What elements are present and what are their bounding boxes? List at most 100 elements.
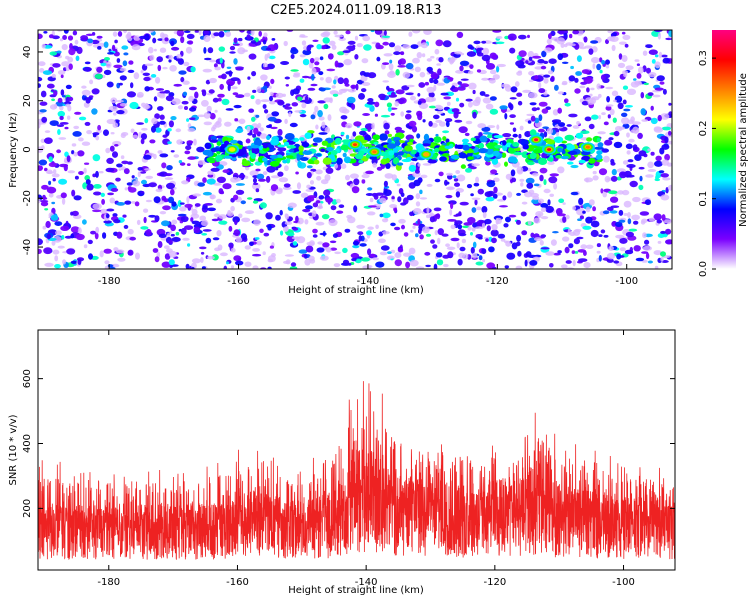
heatmap-cell — [337, 51, 345, 56]
heatmap-cell — [533, 183, 540, 187]
heatmap-cell — [271, 111, 280, 117]
heatmap-cell — [233, 194, 239, 201]
heatmap-cell — [197, 182, 205, 187]
heatmap-cell — [518, 34, 527, 40]
heatmap-cell — [604, 175, 611, 183]
heatmap-y-tick-label: -40 — [22, 239, 33, 255]
heatmap-cell — [165, 95, 174, 102]
heatmap-cell — [534, 117, 540, 124]
heatmap-signal-cell — [277, 144, 286, 148]
heatmap-cell — [212, 97, 219, 103]
heatmap-cell — [452, 88, 459, 93]
heatmap-signal-cell — [326, 147, 334, 152]
heatmap-cell — [314, 61, 320, 66]
heatmap-cell — [144, 63, 154, 67]
heatmap-cell — [310, 114, 316, 120]
heatmap-cell — [365, 170, 374, 175]
heatmap-y-tick-label: 40 — [22, 46, 33, 59]
heatmap-cell — [607, 114, 611, 119]
heatmap-cell — [516, 92, 523, 97]
heatmap-cell — [606, 96, 610, 103]
heatmap-cell — [437, 237, 441, 245]
heatmap-cell — [139, 171, 147, 174]
heatmap-cell — [454, 51, 463, 55]
heatmap-cell — [44, 262, 54, 267]
heatmap-cell — [662, 57, 670, 64]
heatmap-cell — [334, 60, 339, 68]
heatmap-cell — [564, 98, 569, 104]
heatmap-signal-cell — [564, 134, 575, 141]
heatmap-cell — [381, 231, 390, 235]
heatmap-cell — [321, 214, 330, 220]
heatmap-cell — [621, 55, 628, 62]
heatmap-cell — [458, 211, 462, 217]
heatmap-cell — [162, 66, 168, 70]
heatmap-cell — [180, 215, 189, 223]
heatmap-cell — [219, 57, 223, 64]
heatmap-x-tick-label: -120 — [486, 276, 509, 287]
heatmap-signal-cell — [486, 142, 497, 150]
heatmap-cell — [537, 128, 545, 133]
heatmap-cell — [213, 182, 222, 186]
heatmap-cell — [481, 126, 491, 132]
heatmap-signal-cell — [364, 134, 371, 141]
heatmap-cell — [244, 175, 249, 179]
heatmap-cell — [275, 214, 281, 221]
heatmap-cell — [238, 174, 246, 179]
heatmap-cell — [88, 253, 93, 260]
heatmap-cell — [445, 243, 450, 247]
heatmap-cell — [446, 172, 453, 176]
heatmap-cell — [367, 226, 374, 230]
heatmap-cell — [40, 138, 46, 143]
heatmap-cell — [290, 54, 295, 59]
heatmap-cell — [372, 162, 378, 168]
heatmap-cell — [116, 231, 123, 239]
heatmap-cell — [450, 224, 456, 230]
heatmap-cell — [507, 191, 513, 198]
heatmap-cell — [259, 202, 267, 209]
heatmap-cell — [422, 226, 430, 234]
heatmap-cell — [262, 171, 268, 176]
heatmap-cell — [154, 113, 161, 120]
heatmap-cell — [40, 145, 45, 151]
heatmap-cell — [467, 44, 473, 49]
heatmap-signal-cell — [529, 129, 537, 137]
heatmap-cell — [508, 214, 517, 218]
heatmap-cell — [292, 227, 299, 231]
heatmap-cell — [634, 59, 640, 62]
heatmap-cell — [495, 217, 502, 225]
heatmap-cell — [38, 33, 43, 40]
heatmap-cell — [212, 124, 217, 130]
heatmap-cell — [202, 68, 212, 73]
heatmap-cell — [576, 55, 582, 62]
heatmap-cell — [458, 233, 467, 237]
heatmap-cell — [632, 126, 639, 134]
heatmap-cell — [444, 179, 448, 186]
heatmap-cell — [137, 171, 141, 178]
heatmap-cell — [344, 228, 351, 233]
heatmap-cell — [82, 219, 87, 225]
heatmap-cell — [622, 160, 629, 165]
heatmap-cell — [517, 250, 522, 257]
heatmap-cell — [527, 120, 532, 124]
heatmap-cell — [290, 69, 299, 72]
heatmap-cell — [161, 261, 171, 268]
heatmap-cell — [61, 95, 66, 98]
heatmap-cell — [265, 47, 271, 51]
heatmap-cell — [499, 205, 508, 208]
heatmap-cell — [305, 205, 313, 210]
heatmap-cell — [529, 102, 537, 106]
heatmap-cell — [61, 61, 70, 67]
heatmap-cell — [332, 93, 339, 97]
heatmap-cell — [262, 104, 267, 109]
heatmap-signal-cell — [410, 149, 417, 155]
heatmap-cell — [365, 193, 374, 196]
heatmap-cell — [292, 241, 298, 246]
heatmap-cell — [442, 40, 452, 48]
heatmap-cell — [574, 228, 582, 233]
heatmap-cell — [267, 116, 277, 122]
heatmap-cell — [350, 252, 360, 259]
heatmap-signal-cell — [588, 158, 596, 164]
